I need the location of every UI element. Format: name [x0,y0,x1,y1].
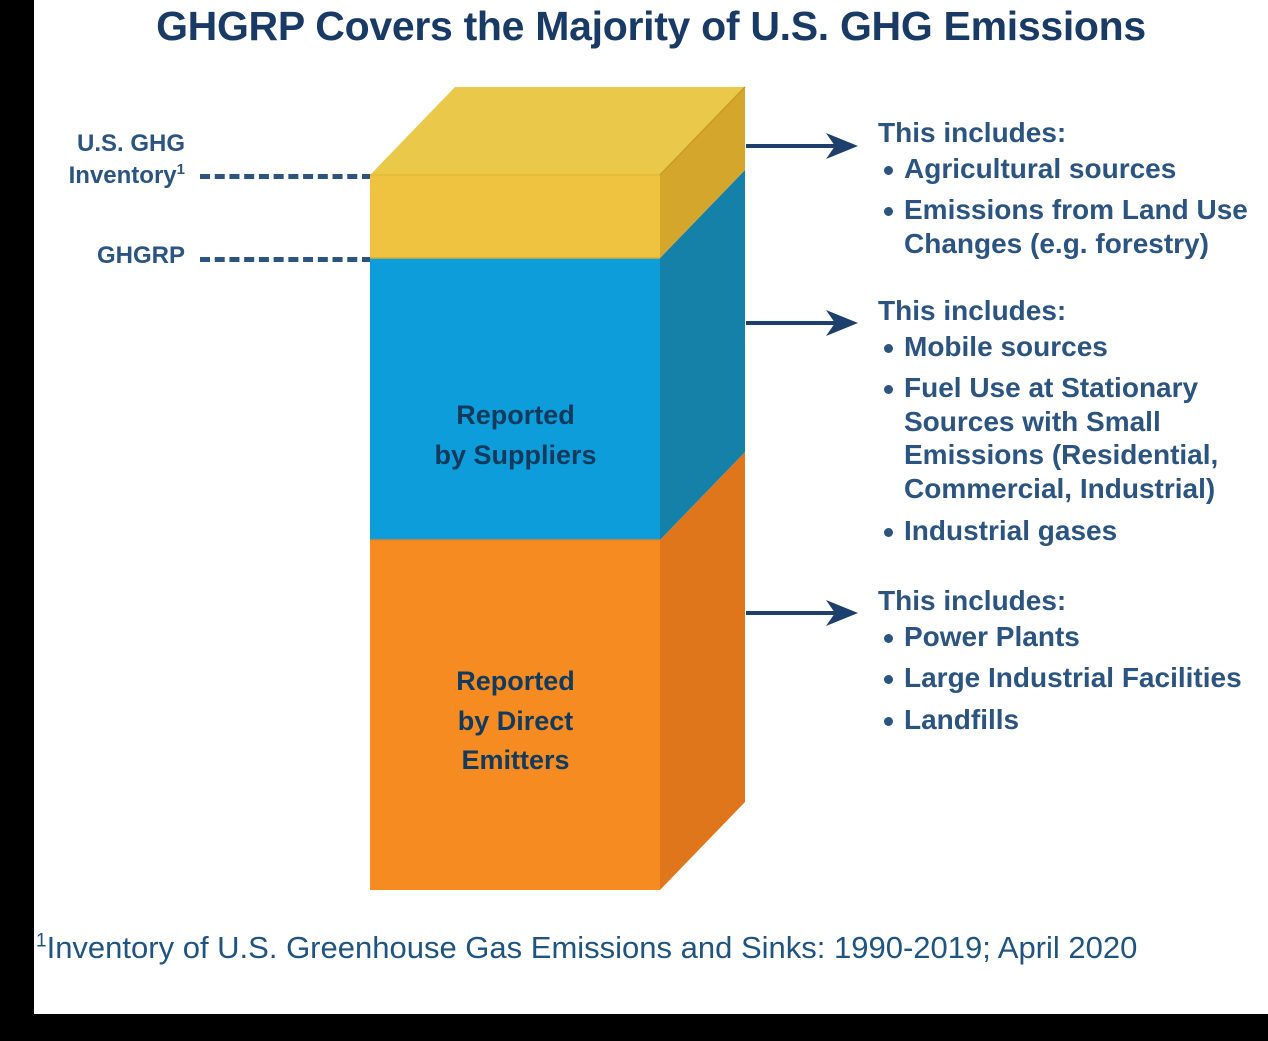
bar-segment-direct-emitters-side [660,452,745,890]
callout-list-item: Mobile sources [878,330,1268,364]
bar-top-face [370,87,745,175]
footnote: 1Inventory of U.S. Greenhouse Gas Emissi… [36,928,1236,968]
bar-segment-direct-emitters-front [370,540,660,890]
left-edge-band [0,0,34,1041]
callout-list-item: Industrial gases [878,514,1268,548]
callout-list: Power Plants Large Industrial Facilities… [878,620,1268,737]
bar-segment-suppliers-side [660,170,745,540]
callout-heading: This includes: [878,585,1067,616]
callout-block-direct-emitters-sources: This includes: Power Plants Large Indust… [878,584,1268,744]
bar-segment-inventory-only-side [660,87,745,258]
bracket-label-us-ghg-inventory: U.S. GHG Inventory1 [10,128,185,191]
callout-list-item: Fuel Use at Stationary Sources with Smal… [878,371,1268,505]
footnote-marker: 1 [36,930,47,952]
callout-block-suppliers-sources: This includes: Mobile sources Fuel Use a… [878,294,1268,555]
dashed-leader-line-inventory [200,174,372,179]
callout-arrow-2-icon [746,309,858,337]
callout-list-item: Agricultural sources [878,152,1268,186]
page-title: GHGRP Covers the Majority of U.S. GHG Em… [156,3,1146,49]
callout-list-item: Power Plants [878,620,1268,654]
stacked-3d-bar-chart [360,80,760,910]
bar-segment-suppliers-front [370,258,660,540]
callout-arrow-1-icon [746,132,858,160]
footnote-text: Inventory of U.S. Greenhouse Gas Emissio… [46,930,1138,965]
dashed-leader-line-ghgrp [200,257,372,262]
bar-segment-inventory-only-front [370,175,660,258]
callout-list: Mobile sources Fuel Use at Stationary So… [878,330,1268,548]
callout-heading: This includes: [878,117,1067,148]
bracket-label-ghgrp: GHGRP [10,240,185,272]
callout-list: Agricultural sources Emissions from Land… [878,152,1268,261]
callout-heading: This includes: [878,295,1067,326]
bracket-label-text: U.S. GHG Inventory [68,130,185,189]
callout-arrow-3-icon [746,599,858,627]
callout-list-item: Landfills [878,703,1268,737]
bracket-label-text: GHGRP [96,242,185,269]
callout-list-item: Large Industrial Facilities [878,661,1268,695]
callout-list-item: Emissions from Land Use Changes (e.g. fo… [878,193,1268,260]
callout-block-agriculture-land-use: This includes: Agricultural sources Emis… [878,116,1268,268]
bottom-edge-band [0,1014,1268,1041]
footnote-marker: 1 [176,160,185,178]
